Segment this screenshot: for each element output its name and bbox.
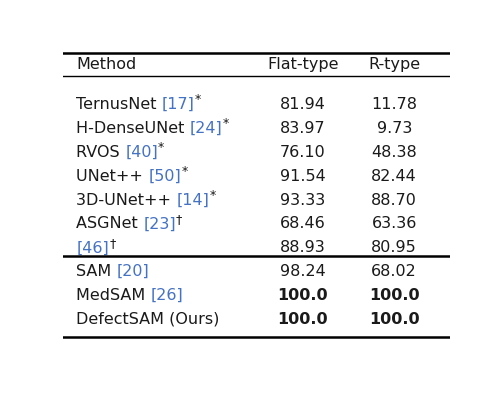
Text: 100.0: 100.0 [369,288,420,303]
Text: 9.73: 9.73 [376,121,412,136]
Text: ASGNet: ASGNet [76,216,144,232]
Text: 3D-UNet++: 3D-UNet++ [76,192,176,208]
Text: [23]: [23] [144,216,176,232]
Text: [46]: [46] [76,240,109,255]
Text: †: † [176,213,182,226]
Text: †: † [109,237,116,250]
Text: 100.0: 100.0 [278,312,328,327]
Text: 91.54: 91.54 [280,169,326,184]
Text: 76.10: 76.10 [280,145,326,160]
Text: *: * [210,189,216,202]
Text: 48.38: 48.38 [372,145,417,160]
Text: [14]: [14] [176,192,210,208]
Text: 88.93: 88.93 [280,240,326,255]
Text: DefectSAM (Ours): DefectSAM (Ours) [76,312,220,327]
Text: [40]: [40] [125,145,158,160]
Text: 98.24: 98.24 [280,264,326,279]
Text: 83.97: 83.97 [280,121,326,136]
Text: *: * [222,117,229,130]
Text: [17]: [17] [162,97,195,112]
Text: H-DenseUNet: H-DenseUNet [76,121,190,136]
Text: RVOS: RVOS [76,145,125,160]
Text: 100.0: 100.0 [278,288,328,303]
Text: [24]: [24] [190,121,222,136]
Text: 100.0: 100.0 [369,312,420,327]
Text: 80.95: 80.95 [372,240,417,255]
Text: *: * [158,141,164,154]
Text: 68.46: 68.46 [280,216,326,232]
Text: [50]: [50] [148,169,181,184]
Text: 68.02: 68.02 [372,264,417,279]
Text: *: * [195,94,201,106]
Text: 63.36: 63.36 [372,216,417,232]
Text: R-type: R-type [368,58,420,72]
Text: 82.44: 82.44 [372,169,417,184]
Text: Method: Method [76,58,136,72]
Text: MedSAM: MedSAM [76,288,151,303]
Text: 81.94: 81.94 [280,97,326,112]
Text: 93.33: 93.33 [280,192,326,208]
Text: 88.70: 88.70 [372,192,417,208]
Text: UNet++: UNet++ [76,169,148,184]
Text: [20]: [20] [117,264,150,279]
Text: TernusNet: TernusNet [76,97,162,112]
Text: [26]: [26] [151,288,184,303]
Text: 11.78: 11.78 [371,97,417,112]
Text: *: * [181,165,188,178]
Text: SAM: SAM [76,264,117,279]
Text: Flat-type: Flat-type [267,58,338,72]
